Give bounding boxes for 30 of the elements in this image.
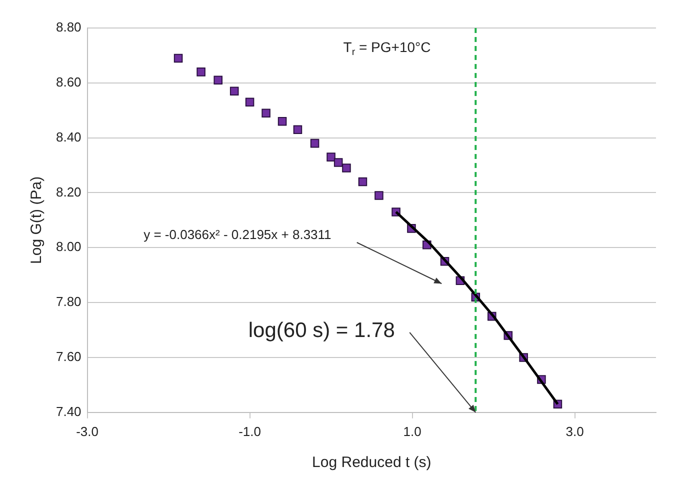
y-tick-label: 8.20 bbox=[56, 184, 82, 200]
x-axis-title: Log Reduced t (s) bbox=[312, 454, 432, 472]
x-tick-label: -3.0 bbox=[76, 424, 99, 439]
x-tick-label: 1.0 bbox=[403, 424, 422, 439]
point bbox=[310, 138, 320, 148]
point bbox=[214, 76, 222, 85]
annotation: y = -0.0366x² - 0.2195x + 8.3311 bbox=[144, 227, 332, 242]
y-tick-label: 8.00 bbox=[56, 239, 82, 254]
point bbox=[230, 86, 239, 96]
point bbox=[196, 68, 206, 76]
annotation: log(60 s) = 1.78 bbox=[248, 319, 395, 342]
point bbox=[174, 54, 183, 63]
point bbox=[245, 98, 254, 107]
x-tick-label: -1.0 bbox=[238, 424, 261, 439]
point bbox=[358, 177, 368, 186]
point bbox=[334, 158, 343, 167]
point bbox=[342, 164, 351, 172]
y-axis-title: Log G(t) (Pa) bbox=[28, 176, 46, 264]
point bbox=[374, 191, 384, 200]
y-tick-label: 8.40 bbox=[56, 129, 82, 144]
y-tick-label: 8.80 bbox=[56, 20, 82, 35]
point bbox=[262, 108, 270, 118]
point bbox=[278, 116, 287, 126]
y-tick-label: 7.60 bbox=[56, 349, 82, 364]
x-tick-label: 3.0 bbox=[566, 424, 584, 439]
y-tick-label: 7.40 bbox=[56, 404, 82, 419]
point bbox=[293, 125, 302, 134]
point bbox=[326, 152, 336, 162]
y-tick-label: 8.60 bbox=[56, 74, 82, 90]
y-tick-label: 7.80 bbox=[56, 294, 82, 310]
